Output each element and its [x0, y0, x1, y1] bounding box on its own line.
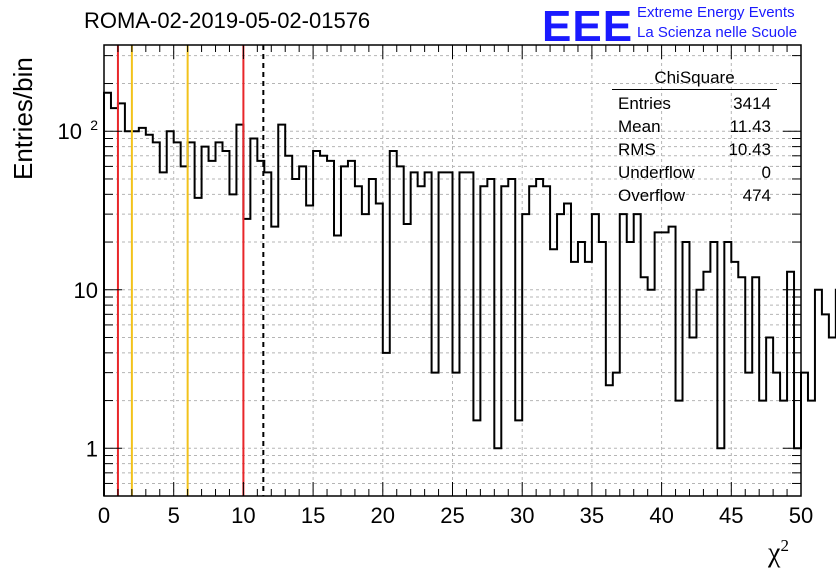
histogram [103, 91, 836, 496]
x-tick-label: 5 [168, 503, 180, 528]
stats-title: ChiSquare [612, 68, 777, 90]
histogram-outline [103, 91, 836, 496]
stats-row-mean: Mean 11.43 [618, 117, 771, 136]
x-tick-label: 10 [231, 503, 255, 528]
x-tick-label: 50 [789, 503, 813, 528]
stats-box: ChiSquare Entries 3414 Mean 11.43 RMS 10.43… [612, 68, 777, 207]
x-tick-label: 30 [510, 503, 534, 528]
x-tick-label: 45 [719, 503, 743, 528]
logo-line-1: Extreme Energy Events [637, 4, 795, 21]
stats-row-overflow: Overflow 474 [618, 186, 771, 205]
tick-labels: 0 5 10 15 20 25 30 35 40 45 50 1 10 10 2 [58, 117, 814, 528]
x-tick-label: 20 [371, 503, 395, 528]
logo-line-2: La Scienza nelle Scuole [637, 24, 798, 41]
stats-row-rms: RMS 10.43 [618, 140, 771, 159]
y-tick-label: 1 [86, 436, 98, 461]
axis-ticks [103, 45, 802, 497]
eee-logo: EEE [542, 2, 634, 51]
y-tick-label-exponent: 2 [90, 117, 98, 133]
x-tick-label: 0 [98, 503, 110, 528]
reference-lines [116, 45, 265, 496]
x-tick-label: 15 [301, 503, 325, 528]
chart-title: ROMA-02-2019-05-02-01576 [84, 8, 371, 33]
x-tick-label: 35 [580, 503, 604, 528]
y-tick-label: 10 [58, 119, 82, 144]
y-tick-label: 10 [74, 278, 98, 303]
stats-row-entries: Entries 3414 [618, 94, 771, 113]
x-tick-label: 40 [649, 503, 673, 528]
y-axis-label: Entries/bin [8, 57, 38, 180]
x-axis-label: χ2 [768, 536, 789, 569]
x-tick-label: 25 [440, 503, 464, 528]
stats-row-underflow: Underflow 0 [618, 163, 771, 182]
